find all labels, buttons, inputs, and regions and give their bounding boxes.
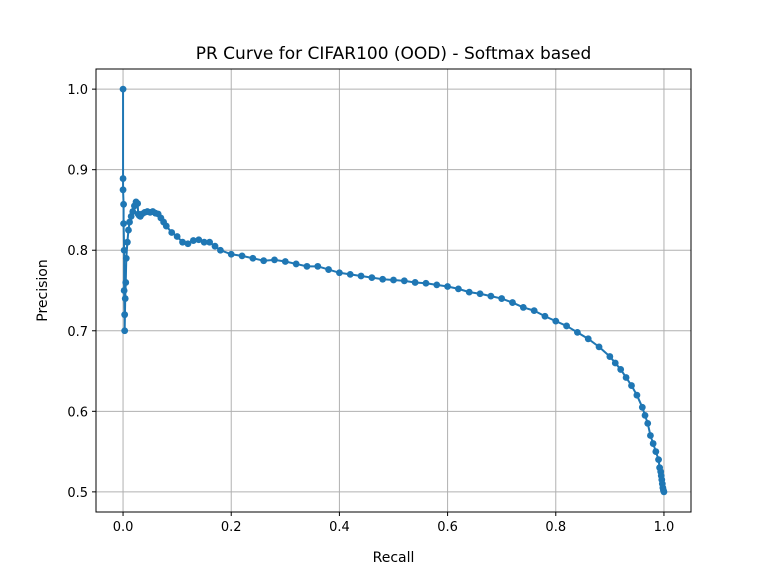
- pr-point: [649, 440, 657, 447]
- pr-point: [617, 366, 625, 373]
- pr-point: [134, 200, 142, 207]
- pr-point: [655, 456, 662, 464]
- pr-point: [498, 295, 506, 302]
- pr-point: [120, 220, 127, 228]
- pr-point: [455, 285, 462, 293]
- pr-point: [292, 260, 300, 268]
- pr-point: [530, 307, 538, 315]
- pr-point: [411, 279, 419, 286]
- pr-point: [563, 322, 570, 330]
- pr-point: [121, 327, 129, 335]
- pr-point: [660, 488, 668, 496]
- pr-point: [179, 238, 186, 246]
- pr-point: [346, 270, 354, 278]
- pr-point: [211, 242, 219, 250]
- y-tick-label: 1.0: [67, 83, 88, 98]
- pr-point: [206, 238, 213, 246]
- pr-point: [129, 208, 137, 215]
- pr-point: [433, 281, 441, 289]
- pr-point: [400, 277, 408, 285]
- pr-point: [641, 411, 649, 419]
- x-axis: 0.0 0.2 0.4 0.6 0.8 1.0: [113, 512, 675, 535]
- y-tick-label: 0.7: [67, 325, 88, 340]
- pr-point: [422, 279, 430, 287]
- pr-point: [119, 175, 127, 182]
- y-tick-label: 0.8: [67, 244, 88, 259]
- plot-frame: [95, 68, 692, 513]
- pr-point: [119, 85, 127, 93]
- pr-point: [574, 328, 581, 336]
- pr-point: [173, 233, 181, 240]
- x-tick-label: 0.4: [329, 520, 350, 535]
- series-layer: [119, 85, 668, 496]
- pr-point: [303, 262, 311, 270]
- pr-point: [357, 272, 365, 280]
- pr-point: [126, 218, 133, 226]
- pr-point: [168, 229, 176, 236]
- pr-point: [122, 279, 130, 286]
- chart-title: PR Curve for CIFAR100 (OOD) - Softmax ba…: [196, 44, 592, 64]
- pr-point: [644, 420, 652, 427]
- pr-point: [314, 262, 322, 270]
- pr-point: [652, 448, 660, 455]
- pr-point: [633, 391, 641, 399]
- pr-point: [227, 250, 235, 258]
- pr-point: [541, 312, 549, 320]
- pr-point: [628, 382, 635, 389]
- pr-point: [195, 236, 203, 244]
- pr-point: [584, 335, 592, 343]
- pr-point: [552, 317, 560, 325]
- pr-point: [476, 290, 484, 298]
- pr-point: [120, 287, 128, 294]
- pr-point: [162, 222, 170, 230]
- y-tick-label: 0.5: [67, 486, 88, 501]
- pr-point: [121, 311, 129, 319]
- pr-point: [217, 246, 224, 254]
- pr-point: [120, 246, 128, 254]
- pr-point: [121, 295, 129, 302]
- pr-point: [444, 283, 451, 290]
- pr-point: [465, 288, 473, 296]
- x-tick-label: 0.6: [437, 520, 458, 535]
- pr-point: [487, 292, 495, 300]
- pr-point: [122, 254, 130, 262]
- y-tick-label: 0.9: [67, 164, 88, 179]
- pr-point: [271, 256, 278, 264]
- pr-point: [622, 374, 630, 381]
- pr-point: [200, 238, 208, 246]
- x-axis-label: Recall: [373, 550, 415, 566]
- pr-point: [379, 275, 387, 283]
- pr-point: [519, 304, 527, 311]
- pr-point: [606, 353, 614, 360]
- pr-point: [123, 238, 131, 246]
- pr-point: [249, 254, 257, 262]
- pr-point: [325, 266, 332, 273]
- x-tick-label: 1.0: [654, 520, 675, 535]
- pr-point: [238, 252, 246, 260]
- pr-point: [611, 359, 619, 367]
- y-axis-label: Precision: [35, 259, 51, 321]
- pr-point: [260, 257, 268, 265]
- x-tick-label: 0.8: [545, 520, 566, 535]
- pr-point: [281, 258, 289, 265]
- pr-point: [595, 343, 603, 351]
- x-tick-label: 0.0: [113, 520, 134, 535]
- pr-point: [638, 403, 646, 411]
- y-tick-label: 0.6: [67, 405, 88, 420]
- grid: [96, 69, 691, 512]
- pr-point: [390, 276, 397, 284]
- pr-point: [184, 240, 192, 248]
- pr-point: [119, 186, 127, 194]
- pr-point: [647, 432, 654, 439]
- pr-point: [336, 269, 343, 277]
- y-axis: 0.5 0.6 0.7 0.8 0.9 1.0: [67, 83, 96, 501]
- pr-point: [120, 200, 127, 208]
- x-tick-label: 0.2: [221, 520, 242, 535]
- pr-point: [509, 299, 516, 306]
- pr-point: [125, 226, 132, 234]
- pr-point: [368, 274, 376, 282]
- pr-point: [189, 237, 197, 244]
